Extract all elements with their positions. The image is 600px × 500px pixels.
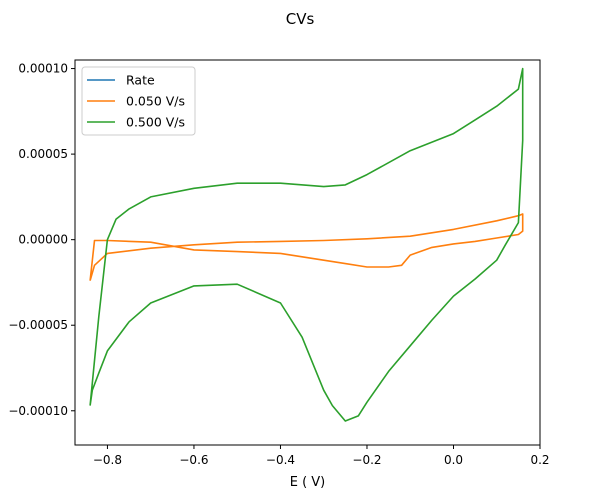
series-line-2 xyxy=(89,213,524,281)
plot-frame xyxy=(74,59,541,446)
y-tick-label: −0.00005 xyxy=(8,318,68,332)
y-tick-label: 0.00005 xyxy=(18,147,68,161)
x-tick-label: −0.6 xyxy=(179,453,208,467)
y-tick-label: 0.00010 xyxy=(18,62,68,76)
x-tick-label: 0.2 xyxy=(530,453,549,467)
legend-box xyxy=(81,66,196,136)
y-axis: −0.00010 −0.00005 0.00000 0.00005 0.00010 xyxy=(8,62,75,418)
x-tick-label: −0.8 xyxy=(93,453,122,467)
chart-title: CVs xyxy=(286,10,315,28)
x-axis: −0.8 −0.6 −0.4 −0.2 0.0 0.2 xyxy=(93,445,550,467)
legend-label: Rate xyxy=(126,73,155,88)
y-tick-label: 0.00000 xyxy=(18,233,68,247)
x-tick-label: −0.4 xyxy=(266,453,295,467)
series-line-3 xyxy=(89,67,524,422)
plot-area xyxy=(89,67,524,422)
legend-label: 0.500 V/s xyxy=(126,115,185,130)
legend: Rate 0.050 V/s 0.500 V/s xyxy=(81,66,196,136)
x-tick-label: −0.2 xyxy=(352,453,381,467)
x-tick-label: 0.0 xyxy=(444,453,463,467)
y-tick-label: −0.00010 xyxy=(8,404,68,418)
legend-label: 0.050 V/s xyxy=(126,94,185,109)
x-axis-label: E ( V) xyxy=(290,475,326,490)
